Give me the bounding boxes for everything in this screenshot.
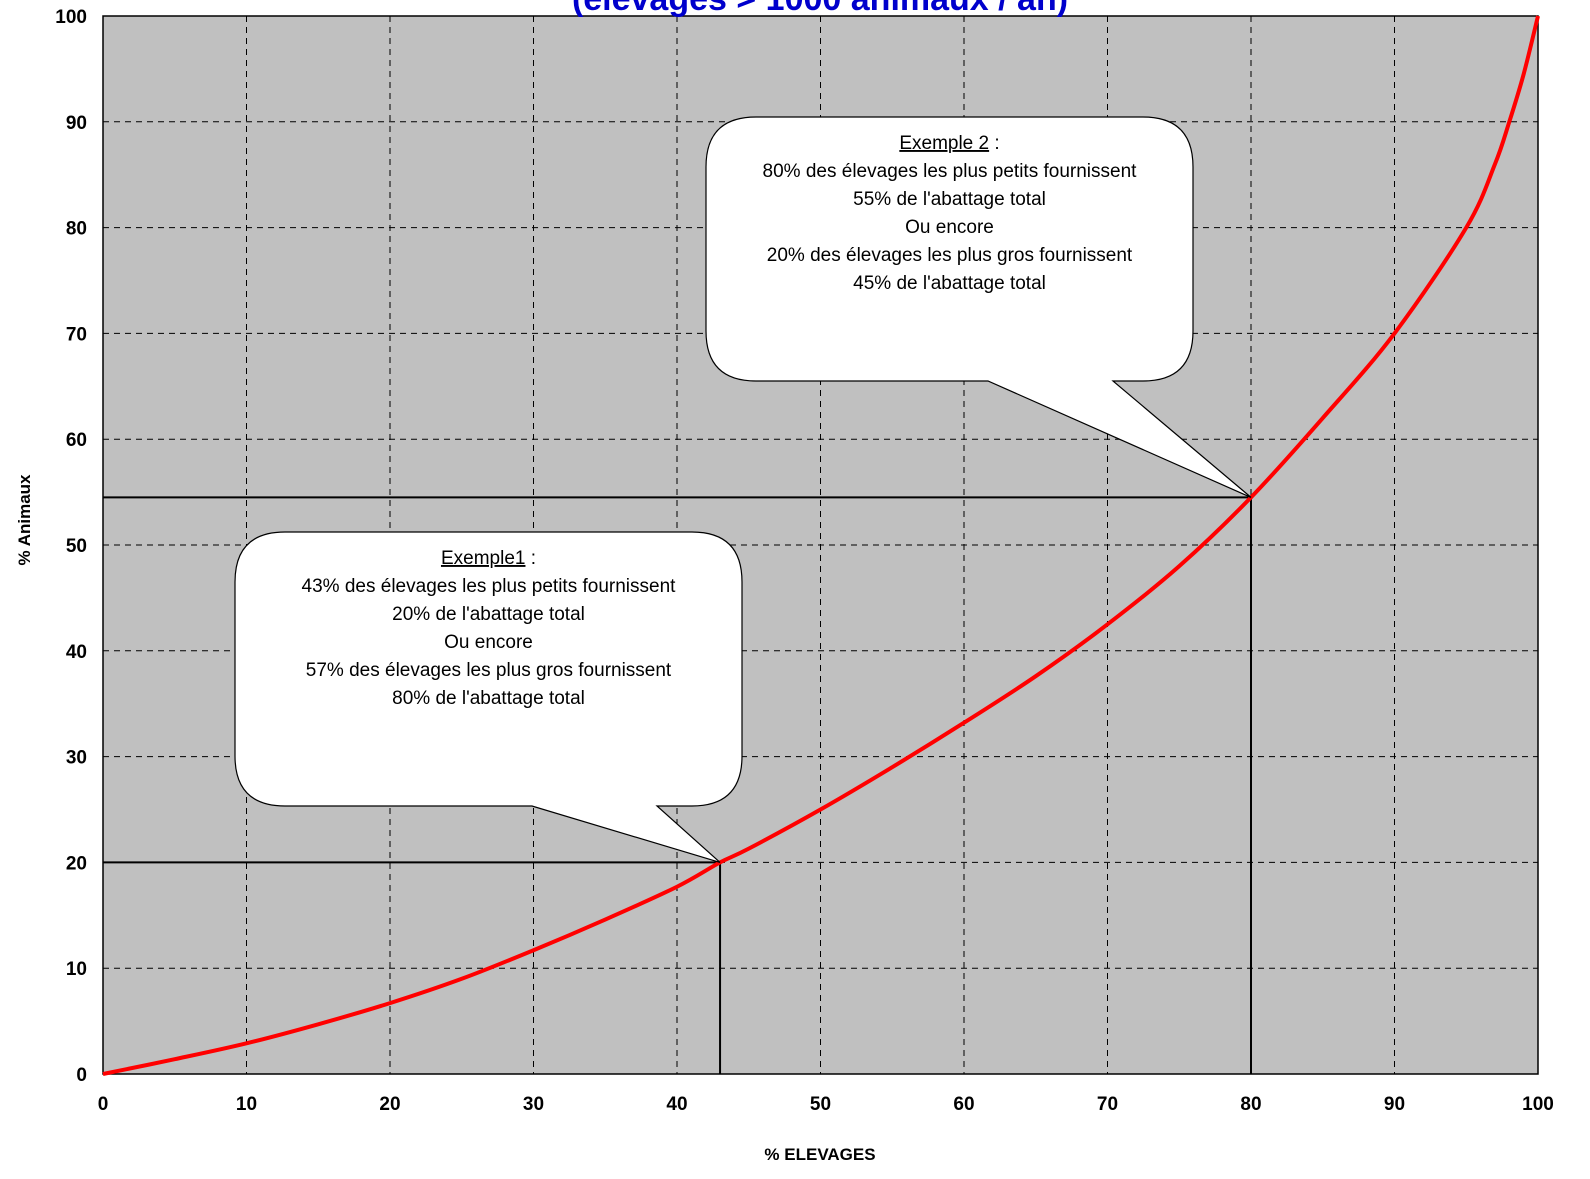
callout-line: Ou encore	[905, 217, 994, 238]
callout-heading-label: Exemple 2	[899, 133, 989, 154]
x-tick-label: 80	[1240, 1094, 1261, 1115]
callout-line: 20% de l'abattage total	[392, 604, 585, 625]
y-tick-label: 30	[66, 748, 87, 769]
x-tick-labels: 0 10 20 30 40 50 60 70 80 90 100	[98, 1094, 1554, 1115]
x-tick-label: 0	[98, 1094, 109, 1115]
x-tick-label: 70	[1097, 1094, 1118, 1115]
x-tick-label: 100	[1522, 1094, 1554, 1115]
callout-line: 43% des élevages les plus petits fournis…	[302, 576, 677, 597]
y-tick-label: 90	[66, 113, 87, 134]
y-tick-label: 50	[66, 536, 87, 557]
callout-line: Ou encore	[444, 632, 533, 653]
callout-heading-suffix: :	[989, 133, 1000, 154]
callout-heading-label: Exemple1	[441, 548, 526, 569]
x-tick-label: 50	[810, 1094, 831, 1115]
callout-line: 80% des élevages les plus petits fournis…	[763, 161, 1138, 182]
y-tick-label: 80	[66, 219, 87, 240]
callout-line: 45% de l'abattage total	[853, 273, 1046, 294]
callout-heading-suffix: :	[525, 548, 536, 569]
x-tick-label: 90	[1384, 1094, 1405, 1115]
y-tick-label: 40	[66, 642, 87, 663]
y-tick-label: 0	[76, 1065, 87, 1086]
x-tick-label: 30	[523, 1094, 544, 1115]
series-line	[102, 15, 1540, 1076]
x-axis-label: % ELEVAGES	[764, 1145, 875, 1164]
x-tick-label: 20	[379, 1094, 400, 1115]
callout-heading: Exemple 2 :	[899, 133, 999, 154]
y-tick-labels: 0 10 20 30 40 50 60 70 80 90 100	[55, 7, 87, 1086]
y-tick-label: 10	[66, 959, 87, 980]
annotations: Exemple1 : 43% des élevages les plus peti…	[234, 116, 1252, 863]
reference-lines	[103, 496, 1252, 1074]
y-tick-label: 20	[66, 853, 87, 874]
callout-line: 55% de l'abattage total	[853, 189, 1046, 210]
callout-line: 20% des élevages les plus gros fournisse…	[767, 245, 1133, 266]
callout-heading: Exemple1 :	[441, 548, 536, 569]
callout-bubble	[705, 116, 1252, 498]
callout-line: 57% des élevages les plus gros fournisse…	[306, 660, 672, 681]
plot-border	[102, 15, 1539, 1075]
y-tick-label: 60	[66, 430, 87, 451]
callout-line: 80% de l'abattage total	[392, 688, 585, 709]
x-tick-label: 10	[236, 1094, 257, 1115]
y-tick-label: 100	[55, 7, 87, 28]
callout-bubble	[234, 531, 743, 863]
x-tick-label: 40	[666, 1094, 687, 1115]
y-tick-label: 70	[66, 324, 87, 345]
x-tick-label: 60	[953, 1094, 974, 1115]
y-axis-label: % Animaux	[15, 474, 34, 566]
